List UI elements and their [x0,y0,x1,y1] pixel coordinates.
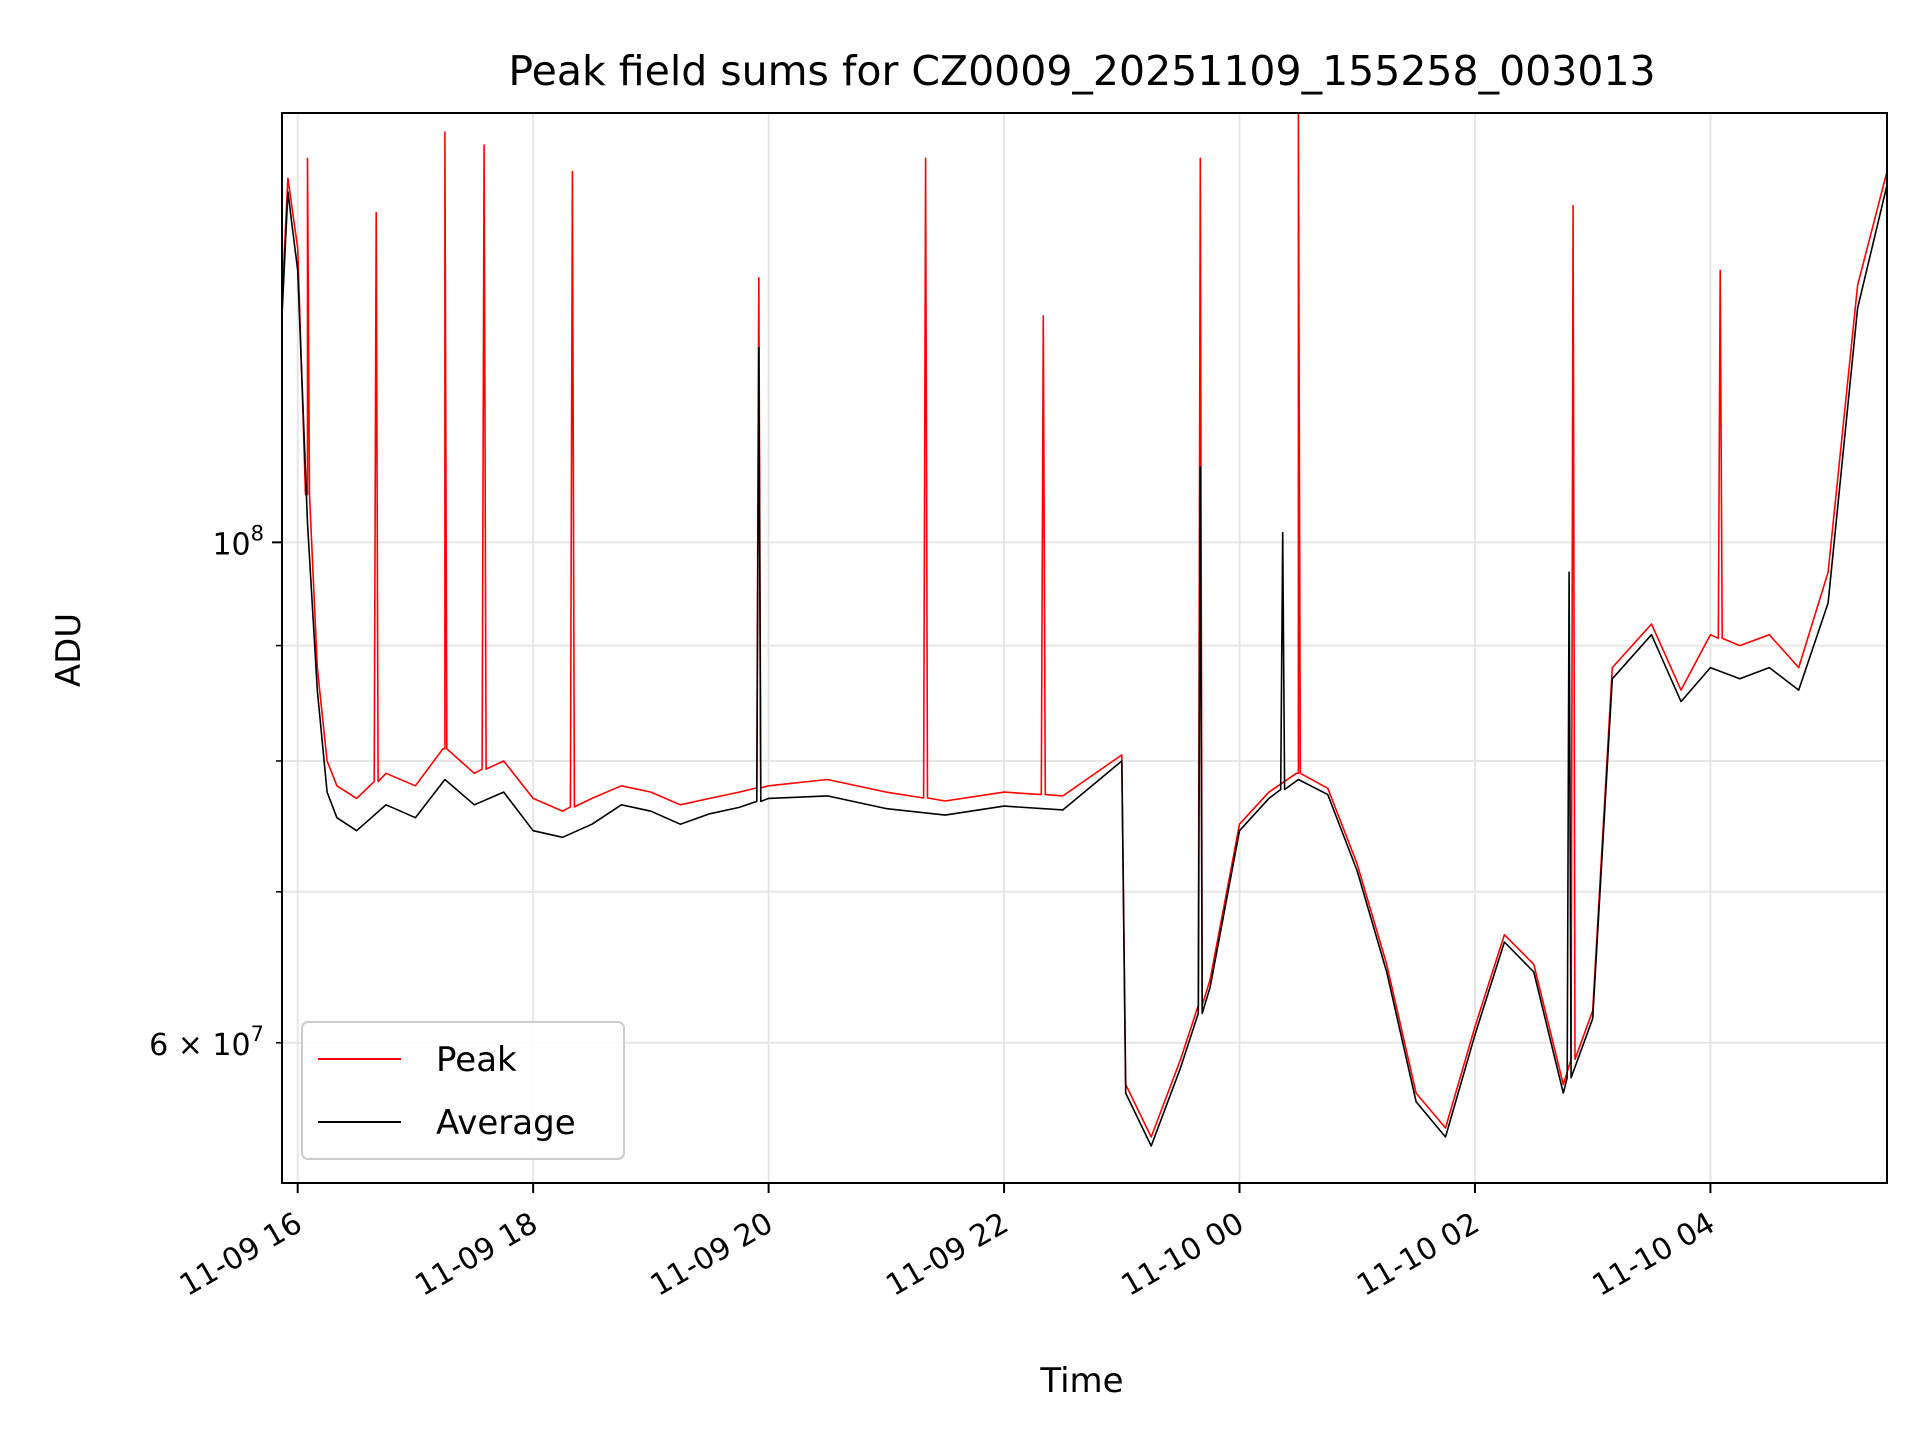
y-tick-label: 108 [212,521,264,562]
legend-label-average: Average [436,1103,576,1143]
series-line-peak [282,113,1887,1138]
y-axis-ticks: 108 6 × 107 [149,521,282,1063]
series-layer [282,113,1887,1147]
x-axis-label: Time [1039,1361,1123,1401]
y-axis-label: ADU [49,613,89,687]
y-tick-label: 6 × 107 [149,1022,264,1063]
series-line-average [282,184,1887,1147]
plot-area [282,113,1887,1147]
axes-frame [281,112,1888,1184]
legend-label-peak: Peak [436,1040,517,1080]
legend: Peak Average [301,1021,625,1160]
legend-box [301,1021,625,1160]
chart-title: Peak field sums for CZ0009_20251109_1552… [508,47,1655,95]
